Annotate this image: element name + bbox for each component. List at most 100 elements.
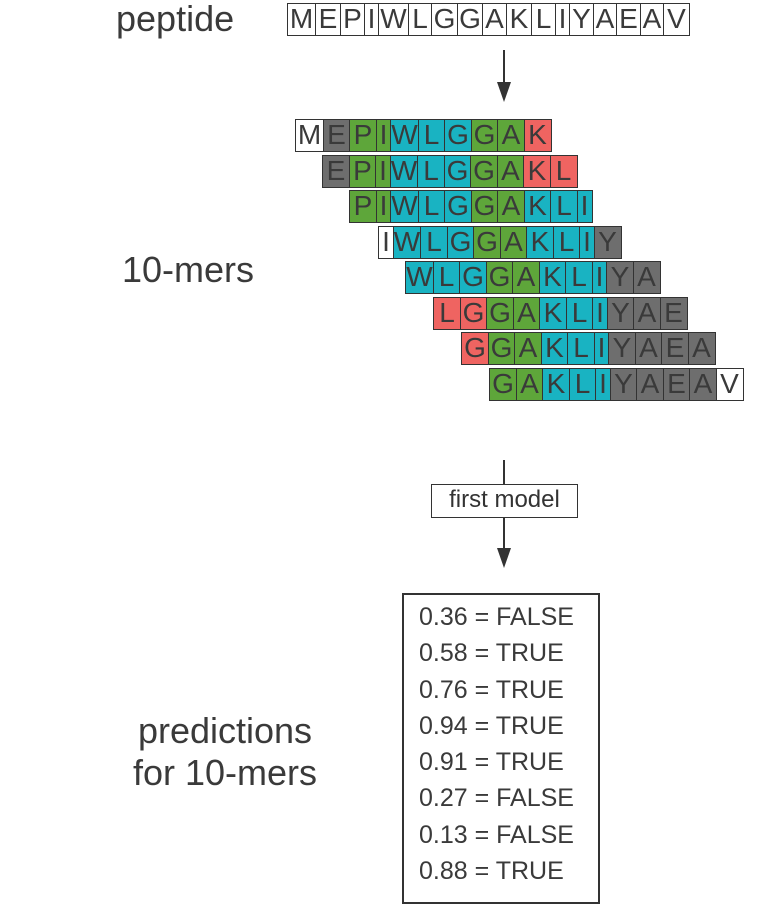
mer-residue: A [499, 225, 528, 259]
mer-residue: A [633, 296, 661, 330]
mer-residue: K [540, 332, 569, 365]
mer-residue: P [348, 154, 377, 188]
mer-residue: A [636, 367, 664, 401]
arrow-down-icon [497, 82, 511, 102]
mer-residue: L [565, 261, 593, 294]
prediction-item: 0.36 = FALSE [419, 603, 574, 631]
mer-residue: G [443, 154, 472, 188]
mer-residue: L [420, 225, 448, 259]
mer-residue: G [444, 190, 472, 223]
mer-residue: G [470, 190, 499, 223]
mer-residue: Y [608, 332, 636, 365]
mer-residue: W [390, 119, 419, 152]
mer-residue: A [689, 367, 717, 401]
mer-residue: E [322, 154, 350, 188]
mer-residue: L [552, 225, 581, 259]
mer-residue: L [417, 154, 445, 188]
mer-residue: E [659, 296, 688, 330]
peptide-residue: P [340, 3, 365, 36]
mer-residue: Y [606, 261, 634, 294]
peptide-residue: A [592, 3, 618, 36]
mer-residue: L [417, 119, 446, 152]
mer-residue: G [470, 154, 498, 188]
mer-residue: A [496, 154, 525, 188]
predictions-label: predictions for 10-mers [100, 710, 350, 794]
peptide-residue: L [407, 3, 433, 36]
mer-residue: G [461, 332, 489, 365]
peptide-residue: W [378, 3, 409, 36]
peptide-residue: E [314, 3, 342, 36]
mer-residue: P [349, 119, 377, 152]
mer-residue: A [497, 119, 525, 152]
mer-residue: L [549, 154, 578, 188]
peptide-residue: A [482, 3, 507, 36]
mer-residue: G [489, 367, 517, 401]
prediction-item: 0.91 = TRUE [419, 748, 564, 777]
mer-residue: K [523, 190, 552, 223]
arrow-line-2a [503, 460, 505, 486]
mer-residue: G [485, 261, 514, 294]
mer-residue: M [295, 119, 324, 152]
mer-residue: Y [606, 296, 635, 330]
prediction-item: 0.13 = FALSE [419, 820, 574, 849]
mer-residue: W [392, 225, 422, 259]
mer-residue: G [473, 225, 501, 259]
predictions-label-line-2: for 10-mers [132, 752, 318, 793]
prediction-item: 0.94 = TRUE [419, 711, 564, 740]
peptide-residue: M [287, 3, 316, 36]
predictions-label-line-1: predictions [137, 710, 313, 751]
peptide-label: peptide [116, 0, 235, 39]
mer-residue: K [523, 119, 552, 152]
mer-residue: L [433, 296, 461, 330]
peptide-residue: G [456, 3, 484, 36]
mer-residue: G [459, 261, 487, 294]
mer-residue: W [389, 154, 419, 188]
mer-residue: L [550, 190, 578, 223]
mer-residue: G [459, 296, 488, 330]
mer-residue: L [568, 367, 597, 401]
mer-residue: A [634, 332, 663, 365]
mer-residue: E [661, 332, 689, 365]
mer-residue: A [515, 367, 544, 401]
mer-residue: A [512, 261, 540, 294]
mer-residue: G [486, 296, 514, 330]
mer-residue: G [487, 332, 516, 365]
mer-residue: I [375, 190, 392, 223]
mer-residue: A [687, 332, 716, 365]
mer-residue: G [444, 119, 472, 152]
predictions-box: 0.36 = FALSE 0.58 = TRUE 0.76 = TRUE 0.9… [402, 593, 600, 904]
peptide-residue: A [639, 3, 665, 36]
peptide-residue: Y [569, 3, 594, 36]
mer-residue: A [514, 332, 542, 365]
mer-residue: K [542, 367, 570, 401]
mer-residue: E [662, 367, 691, 401]
peptide-residue: V [663, 3, 690, 36]
mer-residue: K [538, 261, 567, 294]
prediction-item: 0.88 = TRUE [419, 857, 564, 886]
mer-residue: K [526, 225, 554, 259]
mer-residue: G [470, 119, 499, 152]
mer-residue: I [576, 190, 593, 223]
arrow-line-1 [503, 50, 505, 84]
mer-residue: L [432, 261, 461, 294]
mer-residue: G [446, 225, 475, 259]
mer-residue: W [405, 261, 434, 294]
prediction-item: 0.58 = TRUE [419, 639, 564, 668]
mer-residue: P [349, 190, 377, 223]
mer-residue: L [567, 332, 595, 365]
mer-residue: A [512, 296, 541, 330]
mer-residue: A [497, 190, 525, 223]
mers-label: 10-mers [122, 249, 255, 290]
mer-residue: E [322, 119, 351, 152]
prediction-item: 0.27 = FALSE [419, 784, 574, 813]
mer-residue: L [565, 296, 594, 330]
peptide-residue: G [431, 3, 458, 36]
mer-residue: K [523, 154, 551, 188]
